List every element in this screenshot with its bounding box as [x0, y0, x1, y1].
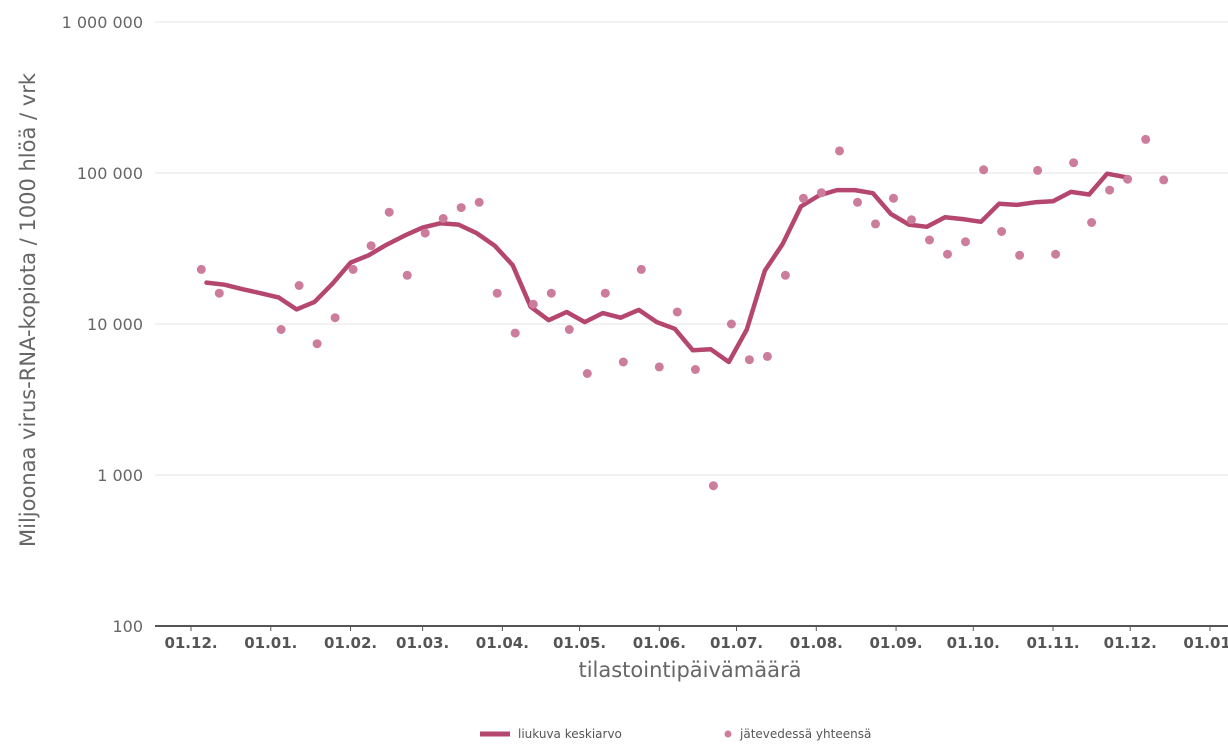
data-point	[330, 313, 340, 323]
data-point	[546, 288, 556, 298]
x-tick-label: 01.12.	[164, 634, 217, 652]
data-point	[835, 146, 844, 156]
data-point	[348, 264, 358, 274]
x-tick-label: 01.10.	[947, 634, 1000, 652]
data-point	[961, 237, 970, 247]
legend-label-points: jätevedessä yhteensä	[739, 727, 871, 741]
data-point	[1159, 175, 1169, 185]
y-tick-label: 1 000 000	[62, 13, 143, 32]
x-tick-label: 01.08.	[790, 634, 843, 652]
series-points-group	[196, 134, 1169, 491]
x-tick-label: 01.05.	[553, 634, 606, 652]
data-point	[420, 228, 430, 238]
data-point	[979, 165, 989, 175]
data-point	[654, 362, 664, 372]
data-point	[1123, 174, 1133, 184]
data-point	[366, 241, 376, 251]
data-point	[780, 270, 790, 280]
series-line	[204, 171, 1128, 365]
legend: liukuva keskiarvo jätevedessä yhteensä	[480, 727, 871, 741]
series-line-group	[204, 171, 1128, 365]
data-point	[889, 193, 898, 203]
data-point	[853, 197, 862, 207]
legend-item-line[interactable]: liukuva keskiarvo	[480, 727, 622, 741]
data-point	[1141, 134, 1151, 144]
data-point	[276, 325, 286, 334]
legend-item-points[interactable]: jätevedessä yhteensä	[724, 727, 872, 741]
data-point	[672, 307, 682, 317]
y-axis-label: Miljoonaa virus-RNA-kopiota / 1000 hlöä …	[16, 72, 40, 547]
data-point	[438, 214, 448, 223]
data-point	[690, 365, 700, 374]
data-point	[1051, 249, 1061, 259]
data-point	[744, 355, 754, 365]
data-point	[510, 328, 520, 338]
data-point	[564, 325, 574, 334]
x-tick-label: 01.06.	[633, 634, 686, 652]
y-tick-label: 10 000	[87, 315, 143, 334]
x-tick-label: 01.12.	[1104, 634, 1157, 652]
y-tick-label: 100	[112, 617, 143, 636]
data-point	[798, 193, 808, 203]
legend-point-swatch	[724, 730, 732, 738]
data-point	[925, 235, 934, 245]
data-point	[1069, 158, 1079, 168]
data-point	[708, 481, 718, 491]
data-point	[294, 281, 304, 290]
data-point	[196, 264, 206, 274]
y-tick-label: 100 000	[77, 164, 143, 183]
data-point	[402, 270, 412, 280]
data-point	[871, 219, 880, 229]
data-point	[1105, 185, 1115, 195]
data-point	[636, 264, 646, 274]
data-point	[384, 207, 394, 217]
x-tick-label: 01.07.	[710, 634, 763, 652]
data-point	[492, 288, 502, 298]
data-point	[762, 351, 772, 361]
data-point	[582, 369, 592, 378]
data-point	[456, 203, 466, 213]
data-point	[600, 288, 610, 298]
x-tick-label: 01.01.	[244, 634, 297, 652]
y-tick-label: 1 000	[97, 466, 143, 485]
data-point	[1015, 250, 1025, 260]
data-point	[726, 319, 736, 329]
x-tick-label: 01.04.	[476, 634, 529, 652]
x-tick-label: 01.02.	[324, 634, 377, 652]
data-point	[997, 227, 1007, 236]
data-point	[528, 299, 538, 309]
data-point	[907, 215, 916, 225]
x-tick-label: 01.09.	[869, 634, 922, 652]
data-point	[943, 249, 952, 259]
data-point	[1033, 165, 1043, 175]
gridlines	[155, 21, 1228, 476]
x-tick-label: 01.01.	[1183, 634, 1228, 652]
data-point	[618, 357, 628, 367]
data-point	[312, 339, 322, 349]
data-point	[214, 288, 224, 298]
data-point	[1087, 218, 1097, 227]
x-tick-label: 01.11.	[1026, 634, 1079, 652]
legend-label-line: liukuva keskiarvo	[518, 727, 622, 741]
x-tick-label: 01.03.	[396, 634, 449, 652]
x-axis-label: tilastointipäivämäärä	[578, 658, 801, 682]
data-point	[816, 188, 826, 198]
y-axis-ticks: 100 1 000 10 000 100 000 1 000 000	[62, 13, 143, 636]
x-axis-ticks: 01.12. 01.01. 01.02. 01.03. 01.04. 01.05. 01.0…	[164, 626, 1228, 652]
data-point	[474, 197, 484, 207]
